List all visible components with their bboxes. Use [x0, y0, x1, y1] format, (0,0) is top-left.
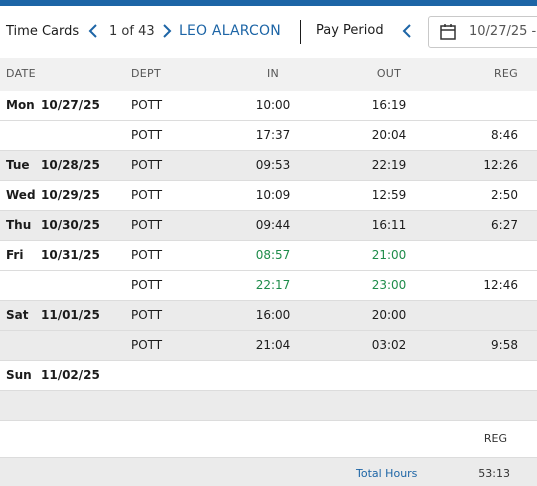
row-in-time[interactable]: 22:17 [255, 278, 291, 292]
top-accent-bar [0, 0, 537, 6]
row-reg-hours: 12:46 [483, 278, 518, 292]
table-row[interactable]: POTT 21:04 03:02 9:58 [0, 331, 537, 361]
totals-header: REG [0, 421, 537, 457]
chevron-left-icon[interactable] [86, 22, 100, 40]
table-row[interactable]: Sat 11/01/25 POTT 16:00 20:00 [0, 301, 537, 331]
row-in-time[interactable]: 10:00 [255, 98, 291, 112]
column-header-in: IN [266, 67, 280, 80]
calendar-icon[interactable] [439, 23, 457, 41]
row-in-time[interactable]: 21:04 [255, 338, 291, 352]
totals-column-label: REG [483, 432, 507, 445]
row-reg-hours: 6:27 [491, 218, 518, 232]
row-dept: POTT [131, 188, 163, 202]
row-reg-hours: 8:46 [491, 128, 518, 142]
row-day: Fri [6, 248, 24, 262]
row-reg-hours: 12:26 [483, 158, 518, 172]
pay-period-date-value: 10/27/25 - [469, 24, 537, 39]
page-title: Time Cards [6, 24, 80, 39]
column-header-dept: DEPT [131, 67, 161, 80]
employee-name-link[interactable]: LEO ALARCON [179, 23, 281, 39]
totals-row: Total Hours 53:13 [0, 457, 537, 486]
table-spacer-row [0, 391, 537, 421]
row-out-time[interactable]: 23:00 [371, 278, 407, 292]
row-dept: POTT [131, 278, 163, 292]
table-header: DATE DEPT IN OUT REG [0, 58, 537, 92]
table-row[interactable]: Fri 10/31/25 POTT 08:57 21:00 [0, 241, 537, 271]
row-in-time[interactable]: 17:37 [255, 128, 291, 142]
row-out-time[interactable]: 16:19 [371, 98, 407, 112]
table-row[interactable]: POTT 22:17 23:00 12:46 [0, 271, 537, 301]
row-day: Wed [6, 188, 36, 202]
row-date: 11/02/25 [41, 368, 100, 382]
row-dept: POTT [131, 98, 163, 112]
row-out-time[interactable]: 03:02 [371, 338, 407, 352]
row-day: Mon [6, 98, 35, 112]
row-date: 10/27/25 [41, 98, 100, 112]
table-row[interactable]: POTT 17:37 20:04 8:46 [0, 121, 537, 151]
row-reg-hours: 2:50 [491, 188, 518, 202]
row-in-time[interactable]: 16:00 [255, 308, 291, 322]
table-row[interactable]: Wed 10/29/25 POTT 10:09 12:59 2:50 [0, 181, 537, 211]
total-hours-label: Total Hours [356, 467, 418, 480]
row-date: 10/29/25 [41, 188, 100, 202]
row-date: 10/28/25 [41, 158, 100, 172]
row-in-time[interactable]: 09:44 [255, 218, 291, 232]
table-row[interactable]: Sun 11/02/25 [0, 361, 537, 391]
row-in-time[interactable]: 10:09 [255, 188, 291, 202]
row-out-time[interactable]: 16:11 [371, 218, 407, 232]
row-day: Thu [6, 218, 32, 232]
row-date: 10/31/25 [41, 248, 100, 262]
column-header-reg: REG [493, 67, 518, 80]
row-out-time[interactable]: 12:59 [371, 188, 407, 202]
table-row[interactable]: Tue 10/28/25 POTT 09:53 22:19 12:26 [0, 151, 537, 181]
chevron-right-icon[interactable] [160, 22, 174, 40]
row-day: Tue [6, 158, 30, 172]
record-position: 1 of 43 [109, 24, 155, 39]
table-row[interactable]: Thu 10/30/25 POTT 09:44 16:11 6:27 [0, 211, 537, 241]
pay-period-date-field[interactable]: 10/27/25 - [428, 16, 537, 48]
total-hours-value: 53:13 [478, 467, 510, 480]
row-reg-hours: 9:58 [491, 338, 518, 352]
column-header-date: DATE [6, 67, 36, 80]
row-out-time[interactable]: 22:19 [371, 158, 407, 172]
row-dept: POTT [131, 248, 163, 262]
timecard-header: Time Cards 1 of 43 LEO ALARCON Pay Perio… [0, 6, 537, 58]
row-day: Sat [6, 308, 29, 322]
row-dept: POTT [131, 308, 163, 322]
row-out-time[interactable]: 20:04 [371, 128, 407, 142]
row-date: 10/30/25 [41, 218, 100, 232]
row-dept: POTT [131, 128, 163, 142]
header-divider [300, 20, 301, 44]
row-dept: POTT [131, 158, 163, 172]
pay-period-label: Pay Period [316, 23, 384, 38]
table-row[interactable]: Mon 10/27/25 POTT 10:00 16:19 [0, 91, 537, 121]
row-date: 11/01/25 [41, 308, 100, 322]
column-header-out: OUT [376, 67, 402, 80]
row-out-time[interactable]: 20:00 [371, 308, 407, 322]
row-in-time[interactable]: 09:53 [255, 158, 291, 172]
row-in-time[interactable]: 08:57 [255, 248, 291, 262]
row-day: Sun [6, 368, 32, 382]
pay-period-prev-icon[interactable] [400, 22, 414, 40]
row-dept: POTT [131, 218, 163, 232]
row-dept: POTT [131, 338, 163, 352]
row-out-time[interactable]: 21:00 [371, 248, 407, 262]
